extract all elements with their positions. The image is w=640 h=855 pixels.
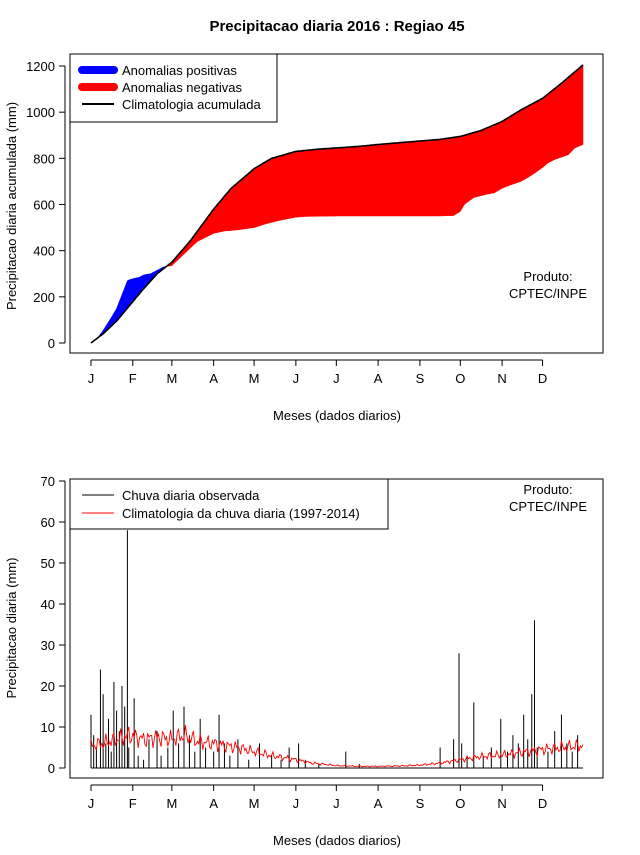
- bottom-y-tick-label: 60: [41, 515, 55, 530]
- bottom-y-tick-label: 10: [41, 720, 55, 735]
- top-product-label: Produto:: [523, 269, 572, 284]
- bottom-x-tick-label: J: [88, 796, 95, 811]
- bottom-x-tick-label: A: [209, 796, 218, 811]
- bottom-x-tick-label: A: [374, 796, 383, 811]
- top-x-tick-label: A: [209, 371, 218, 386]
- legend-observed-label: Chuva diaria observada: [122, 488, 260, 503]
- top-x-tick-label: O: [455, 371, 465, 386]
- bottom-product-label: Produto:: [523, 482, 572, 497]
- bottom-x-tick-label: J: [293, 796, 300, 811]
- bottom-x-tick-label: M: [166, 796, 177, 811]
- top-y-tick-label: 600: [33, 198, 55, 213]
- top-y-tick-label: 200: [33, 290, 55, 305]
- top-panel: 0 200 400 600 800 1000 1200 J F M A M J J A S O N D Meses…: [4, 53, 604, 423]
- top-x-tick-label: S: [416, 371, 425, 386]
- bottom-x-tick-label: F: [129, 796, 137, 811]
- top-y-tick-label: 800: [33, 151, 55, 166]
- bottom-x-tick-label: D: [538, 796, 547, 811]
- top-x-tick-label: J: [88, 371, 95, 386]
- top-x-tick-label: D: [538, 371, 547, 386]
- bottom-y-tick-label: 0: [48, 761, 55, 776]
- top-y-label: Precipitacao diaria acumulada (mm): [4, 102, 19, 310]
- top-y-tick-label: 400: [33, 244, 55, 259]
- bottom-x-tick-label: S: [416, 796, 425, 811]
- top-x-tick-label: M: [249, 371, 260, 386]
- bottom-x-label: Meses (dados diarios): [273, 833, 401, 848]
- top-product-source: CPTEC/INPE: [509, 286, 587, 301]
- top-x-tick-label: N: [497, 371, 506, 386]
- top-y-tick-label: 0: [48, 336, 55, 351]
- legend-climatology-label: Climatologia acumulada: [122, 97, 262, 112]
- bottom-legend: Chuva diaria observada Climatologia da c…: [69, 478, 389, 530]
- top-x-tick-label: J: [293, 371, 300, 386]
- top-x-tick-label: F: [129, 371, 137, 386]
- bottom-y-tick-label: 70: [41, 474, 55, 489]
- top-x-tick-label: M: [166, 371, 177, 386]
- top-x-tick-label: A: [374, 371, 383, 386]
- bottom-y-label: Precipitacao diaria (mm): [4, 558, 19, 699]
- climatology-accumulated-line: [90, 64, 584, 344]
- bottom-y-tick-label: 30: [41, 638, 55, 653]
- bottom-y-tick-label: 40: [41, 597, 55, 612]
- bottom-x-tick-label: J: [333, 796, 340, 811]
- bottom-legend-box: [69, 478, 389, 530]
- bottom-y-tick-label: 20: [41, 679, 55, 694]
- legend-negative-label: Anomalias negativas: [122, 80, 242, 95]
- bottom-panel: 0 10 20 30 40 50 60 70 J F M A M J J A S O N D Meses (dado…: [4, 474, 604, 848]
- bottom-y-tick-label: 50: [41, 556, 55, 571]
- top-x-tick-label: J: [333, 371, 340, 386]
- top-y-tick-label: 1000: [26, 105, 55, 120]
- top-plot-area: [90, 64, 584, 344]
- top-plot-frame: [69, 53, 604, 354]
- bottom-x-tick-label: M: [249, 796, 260, 811]
- bottom-x-tick-label: O: [455, 796, 465, 811]
- bottom-y-axis: 0 10 20 30 40 50 60 70: [41, 474, 66, 776]
- top-legend: Anomalias positivas Anomalias negativas …: [69, 53, 278, 123]
- chart-title: Precipitacao diaria 2016 : Regiao 45: [209, 18, 464, 35]
- top-x-label: Meses (dados diarios): [273, 408, 401, 423]
- legend-positive-label: Anomalias positivas: [122, 63, 237, 78]
- legend-daily-climatology-label: Climatologia da chuva diaria (1997-2014): [122, 506, 360, 521]
- bottom-product-source: CPTEC/INPE: [509, 499, 587, 514]
- top-y-tick-label: 1200: [26, 59, 55, 74]
- bottom-plot-area: [90, 530, 584, 769]
- top-y-axis: 0 200 400 600 800 1000 1200: [26, 59, 66, 351]
- daily-climatology-line: [90, 724, 584, 768]
- bottom-x-tick-label: N: [497, 796, 506, 811]
